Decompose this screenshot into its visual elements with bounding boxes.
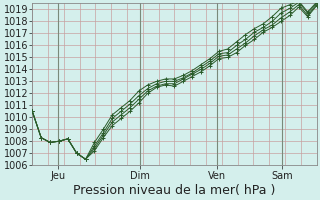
X-axis label: Pression niveau de la mer( hPa ): Pression niveau de la mer( hPa ) (73, 184, 276, 197)
